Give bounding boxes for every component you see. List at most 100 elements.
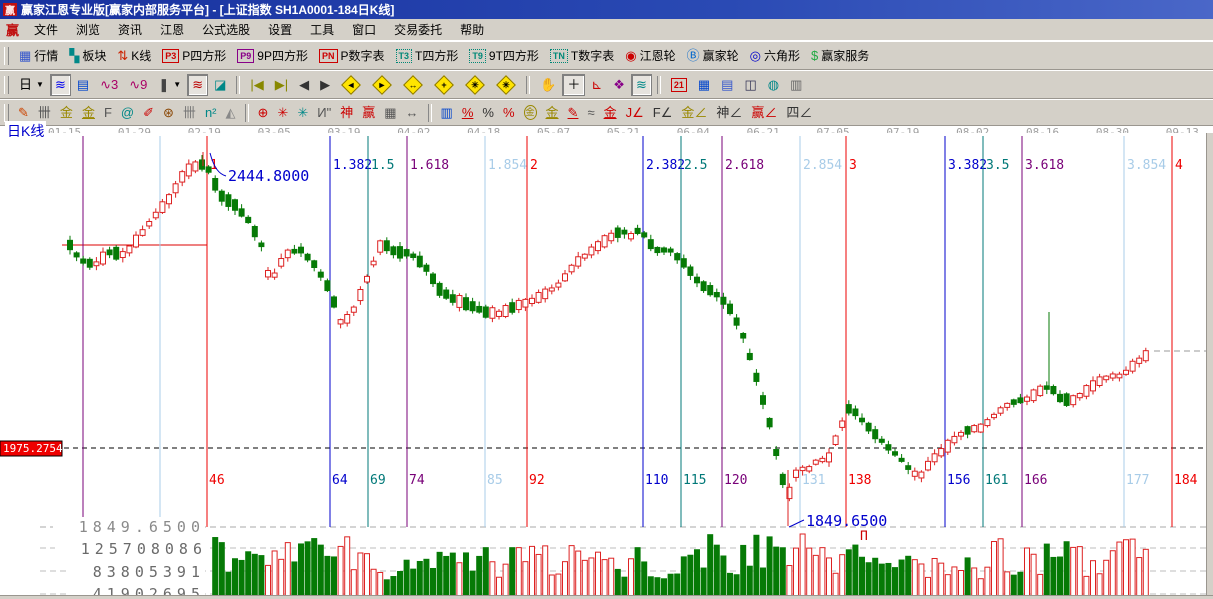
- kline-chart[interactable]: 1 46 1.382 64 1.5 69 1.618 74 1.854 85 2 92 2.382 110…: [0, 133, 1213, 599]
- hexagon-button[interactable]: ◎ 六角形: [745, 45, 805, 67]
- fibonacci-tool[interactable]: F: [100, 102, 116, 124]
- angle-quote-tool[interactable]: И": [313, 102, 335, 124]
- gold-red-tool[interactable]: 金: [600, 102, 621, 124]
- zoom-out-button[interactable]: ✳: [460, 74, 490, 96]
- wave-3-tool[interactable]: ∿3: [95, 74, 123, 96]
- percent-line-tool[interactable]: %: [499, 102, 519, 124]
- network-button[interactable]: ◍: [763, 74, 784, 96]
- menu-item-4[interactable]: 公式选股: [202, 23, 251, 37]
- t-number-table-button[interactable]: TN T数字表: [545, 45, 619, 67]
- wave-9-tool[interactable]: ∿9: [124, 74, 152, 96]
- ying-grid-tool[interactable]: 赢: [358, 102, 379, 124]
- n-squared-tool[interactable]: n²: [201, 102, 221, 124]
- pencil-ruler-tool[interactable]: ✐: [139, 102, 158, 124]
- calculator-button[interactable]: ▦: [693, 74, 715, 96]
- circle-cross-tool[interactable]: ⊕: [254, 102, 273, 124]
- menu-item-1[interactable]: 浏览: [76, 23, 101, 37]
- zoom-left-icon: ◄: [341, 74, 362, 95]
- menu-item-8[interactable]: 交易委托: [394, 23, 443, 37]
- next-bar-button[interactable]: ▶: [315, 74, 335, 96]
- histogram-button[interactable]: ◪: [209, 74, 231, 96]
- pencil-angle-tool[interactable]: ✎: [564, 102, 583, 124]
- pencil-tool[interactable]: ✎: [14, 102, 33, 124]
- j-angle-tool[interactable]: J∠: [622, 102, 648, 124]
- gold-ruler-tool[interactable]: 金: [56, 102, 77, 124]
- menu-item-9[interactable]: 帮助: [460, 23, 485, 37]
- candle-style-selector[interactable]: ❚ ▼: [153, 74, 186, 96]
- candles-group: [67, 152, 1149, 526]
- f-angle-tool[interactable]: F∠: [649, 102, 677, 124]
- freehand-teal-tool[interactable]: ≋: [630, 73, 652, 96]
- gann-shape-tool[interactable]: ❖: [608, 74, 630, 96]
- menu-item-3[interactable]: 江恩: [160, 23, 185, 37]
- menu-item-5[interactable]: 设置: [268, 23, 293, 37]
- prev-bar-button[interactable]: ◀: [294, 74, 314, 96]
- zoom-full-button[interactable]: ✳: [491, 74, 521, 96]
- si-angle-tool[interactable]: 四∠: [782, 102, 816, 124]
- freehand-red-tool[interactable]: ≋: [187, 73, 209, 96]
- zoom-in-button[interactable]: +: [429, 74, 459, 96]
- width-measure-tool[interactable]: ↔: [402, 102, 423, 124]
- first-page-button[interactable]: |◀: [245, 74, 268, 96]
- toolbar-grip[interactable]: [4, 103, 9, 122]
- winner-service-button[interactable]: $ 赢家服务: [806, 45, 874, 67]
- freehand-blue-tool[interactable]: ≋: [49, 73, 71, 96]
- comb2-tool[interactable]: 卌: [179, 102, 200, 124]
- winner-service-icon: $: [811, 48, 819, 63]
- p-square-button[interactable]: P3 P四方形: [157, 45, 231, 67]
- zoom-right-button[interactable]: ►: [367, 74, 397, 96]
- gann-circle-tool[interactable]: ⊛: [159, 102, 178, 124]
- gold-ruler2-tool[interactable]: 金: [78, 102, 99, 124]
- menu-item-6[interactable]: 工具: [310, 23, 335, 37]
- crosshair-tool[interactable]: ＋: [562, 73, 586, 96]
- notes-button[interactable]: ▤: [716, 74, 738, 96]
- print-button[interactable]: ▥: [785, 74, 807, 96]
- toolbar-grip[interactable]: [4, 75, 9, 94]
- circle-cross-icon: ⊕: [257, 105, 269, 120]
- menu-item-7[interactable]: 窗口: [352, 23, 377, 37]
- j-angle-icon: J∠: [625, 105, 644, 120]
- menu-item-2[interactable]: 资讯: [118, 23, 143, 37]
- gann-wheel-button[interactable]: ◉ 江恩轮: [620, 45, 680, 67]
- shen-grid-tool[interactable]: 神: [336, 102, 357, 124]
- pencil-ruler-icon: ✐: [143, 105, 155, 120]
- gold-line-tool[interactable]: 金: [542, 102, 563, 124]
- menu-item-0[interactable]: 文件: [34, 23, 59, 37]
- right-window-border: [1206, 133, 1213, 599]
- svg-text:1.618: 1.618: [410, 158, 449, 173]
- chart-area[interactable]: 1 46 1.382 64 1.5 69 1.618 74 1.854 85 2 92 2.382 110…: [0, 133, 1213, 599]
- ying-angle-tool[interactable]: 赢∠: [747, 102, 781, 124]
- t-square-button[interactable]: T3 T四方形: [391, 45, 464, 67]
- period-daily-selector[interactable]: 日 ▼: [14, 74, 49, 96]
- red-star-tool[interactable]: ✳: [273, 102, 292, 124]
- calendar-button[interactable]: 21: [666, 74, 692, 96]
- comb-lines-tool[interactable]: 卌: [34, 102, 55, 124]
- percent-retrace-tool[interactable]: %: [458, 102, 478, 124]
- info-panel-button[interactable]: ▤: [72, 74, 94, 96]
- winner-wheel-button[interactable]: Ⓑ 赢家轮: [682, 45, 744, 67]
- sector-blocks-button[interactable]: ▚ 板块: [64, 45, 111, 67]
- pan-hand-tool[interactable]: ✋: [535, 74, 561, 96]
- save-button[interactable]: ◫: [739, 74, 761, 96]
- wave-band-tool[interactable]: ≈: [583, 102, 598, 124]
- zoom-left-button[interactable]: ◄: [336, 74, 366, 96]
- p-number-table-button[interactable]: PN P数字表: [314, 45, 390, 67]
- gold-circle-tool[interactable]: 金: [520, 102, 541, 124]
- protractor-tool[interactable]: ◭: [222, 102, 240, 124]
- quote-table-button[interactable]: ▦ 行情: [14, 45, 63, 67]
- gold-angle-tool[interactable]: 金∠: [677, 102, 711, 124]
- grid-123-tool[interactable]: ▦: [380, 102, 400, 124]
- gann-lines-group: 1 46 1.382 64 1.5 69 1.618 74 1.854 85 2 92 2.382 110…: [82, 136, 1198, 527]
- last-page-button[interactable]: ▶|: [270, 74, 293, 96]
- column-meter-tool[interactable]: ▥: [437, 102, 457, 124]
- angle-measure-tool[interactable]: ⊾: [586, 74, 607, 96]
- shen-angle-tool[interactable]: 神∠: [712, 102, 746, 124]
- grid-star-tool[interactable]: ✳: [293, 102, 312, 124]
- spiral-tool[interactable]: @: [117, 102, 138, 124]
- p9-square-button[interactable]: P9 9P四方形: [232, 45, 313, 67]
- t9-square-button[interactable]: T9 9T四方形: [464, 45, 544, 67]
- percent-tool[interactable]: %: [478, 102, 498, 124]
- zoom-horizontal-button[interactable]: ↔: [398, 74, 428, 96]
- kline-button[interactable]: ⇅ K线: [112, 45, 156, 67]
- toolbar-grip[interactable]: [4, 46, 9, 65]
